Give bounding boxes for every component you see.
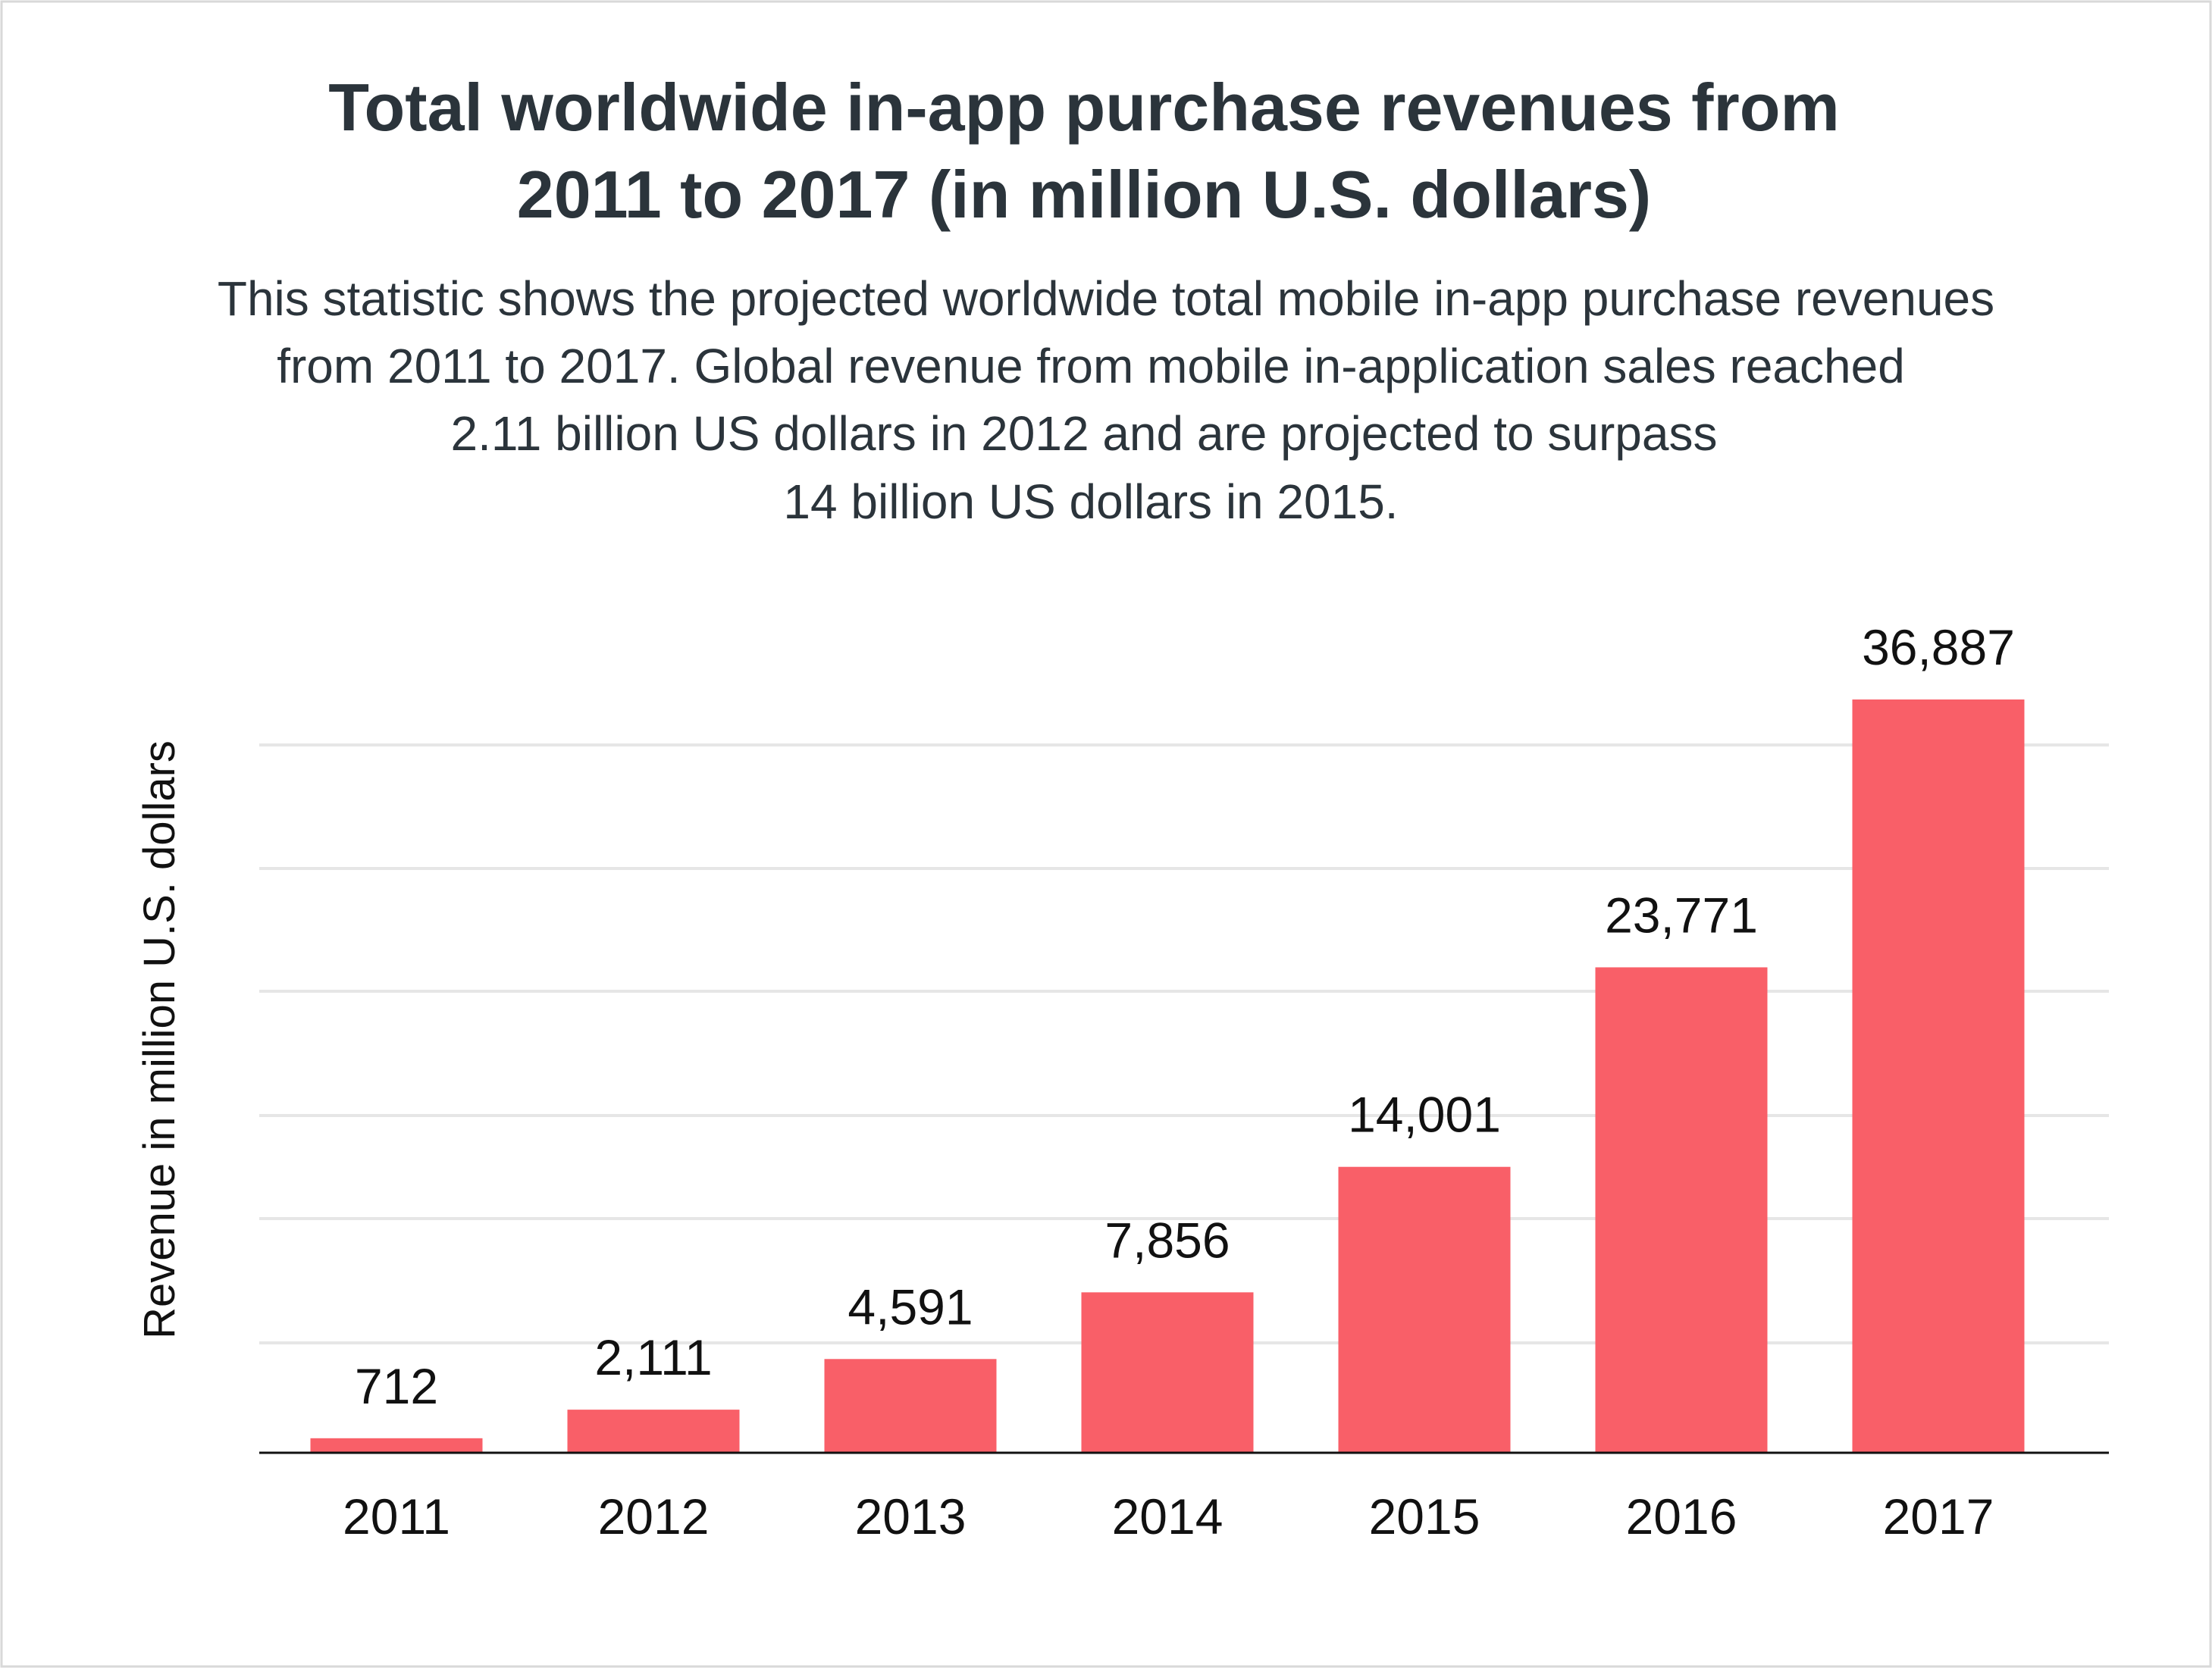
chart-subtitle-line-2: from 2011 to 2017. Global revenue from m… xyxy=(277,339,1905,393)
bar-2017 xyxy=(1852,699,2025,1453)
data-label-2011: 712 xyxy=(355,1358,438,1414)
data-label-2014: 7,856 xyxy=(1104,1212,1230,1268)
chart-title-line-1: Total worldwide in-app purchase revenues… xyxy=(328,70,1839,145)
x-tick-label-2014: 2014 xyxy=(1112,1488,1223,1544)
bar-2012 xyxy=(567,1410,740,1453)
bar-2011 xyxy=(310,1438,483,1453)
x-tick-label-2012: 2012 xyxy=(598,1488,710,1544)
x-tick-label-2017: 2017 xyxy=(1883,1488,1994,1544)
bar-2016 xyxy=(1595,967,1768,1453)
x-tick-label-2013: 2013 xyxy=(855,1488,967,1544)
data-label-2012: 2,111 xyxy=(594,1329,712,1385)
data-label-2013: 4,591 xyxy=(848,1278,973,1335)
data-label-2015: 14,001 xyxy=(1348,1087,1501,1143)
chart-subtitle-line-4: 14 billion US dollars in 2015. xyxy=(783,474,1398,529)
bar-2013 xyxy=(824,1359,997,1453)
data-label-2017: 36,887 xyxy=(1862,619,2015,675)
y-axis-label: Revenue in million U.S. dollars xyxy=(135,740,184,1339)
chart-subtitle-line-1: This statistic shows the projected world… xyxy=(218,271,1994,326)
chart-title-line-2: 2011 to 2017 (in million U.S. dollars) xyxy=(517,157,1651,232)
chart-subtitle-line-3: 2.11 billion US dollars in 2012 and are … xyxy=(451,406,1718,461)
data-label-2016: 23,771 xyxy=(1605,887,1758,943)
bars xyxy=(310,699,2025,1453)
bar-2015 xyxy=(1338,1166,1511,1453)
x-tick-label-2015: 2015 xyxy=(1369,1488,1480,1544)
x-tick-label-2016: 2016 xyxy=(1626,1488,1737,1544)
bar-2014 xyxy=(1081,1292,1254,1453)
x-tick-label-2011: 2011 xyxy=(343,1488,450,1544)
labels: 712 2011 2,111 2012 4,591 2013 7,856 2014 14,001… xyxy=(343,619,2015,1544)
